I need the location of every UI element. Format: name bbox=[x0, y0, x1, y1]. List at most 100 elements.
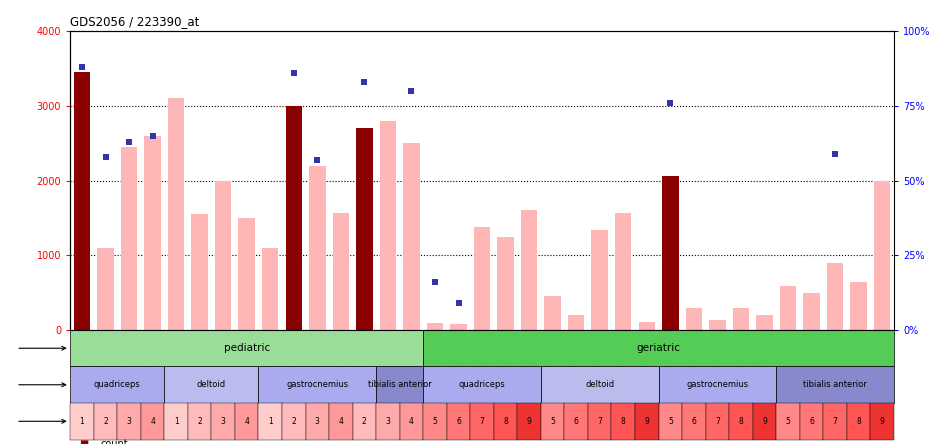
Text: 1: 1 bbox=[268, 417, 272, 426]
Bar bbox=[874, 181, 890, 330]
Bar bbox=[638, 322, 655, 330]
Text: 7: 7 bbox=[715, 417, 720, 426]
Text: 3: 3 bbox=[314, 417, 320, 426]
Text: 2: 2 bbox=[291, 417, 296, 426]
Bar bbox=[541, 403, 564, 440]
Bar bbox=[615, 214, 632, 330]
Text: 4: 4 bbox=[409, 417, 414, 426]
Bar bbox=[776, 366, 894, 403]
Text: 8: 8 bbox=[504, 417, 508, 426]
Text: 7: 7 bbox=[597, 417, 602, 426]
Bar bbox=[706, 403, 729, 440]
Bar bbox=[376, 403, 400, 440]
Text: 4: 4 bbox=[339, 417, 344, 426]
Text: 8: 8 bbox=[621, 417, 625, 426]
Bar bbox=[117, 403, 140, 440]
Point bbox=[428, 278, 443, 285]
Text: 5: 5 bbox=[432, 417, 437, 426]
Bar bbox=[682, 403, 706, 440]
Text: gastrocnemius: gastrocnemius bbox=[286, 380, 348, 389]
Bar bbox=[282, 403, 305, 440]
Bar bbox=[709, 320, 725, 330]
Bar bbox=[285, 106, 302, 330]
Bar bbox=[188, 403, 212, 440]
Bar bbox=[74, 72, 90, 330]
Bar bbox=[685, 308, 702, 330]
Bar bbox=[592, 230, 608, 330]
Bar bbox=[329, 403, 353, 440]
Text: deltoid: deltoid bbox=[197, 380, 226, 389]
Bar bbox=[803, 293, 820, 330]
Bar bbox=[850, 282, 867, 330]
Bar bbox=[423, 330, 894, 366]
Point bbox=[663, 99, 678, 107]
Bar bbox=[541, 366, 659, 403]
Bar bbox=[733, 308, 749, 330]
Point bbox=[357, 78, 372, 85]
Bar bbox=[305, 403, 329, 440]
Point bbox=[122, 138, 137, 145]
Text: ■: ■ bbox=[80, 439, 89, 444]
Point bbox=[310, 156, 325, 163]
Bar bbox=[446, 403, 470, 440]
Text: 5: 5 bbox=[550, 417, 555, 426]
Text: 7: 7 bbox=[833, 417, 838, 426]
Point bbox=[145, 132, 160, 139]
Bar bbox=[403, 143, 419, 330]
Text: 2: 2 bbox=[362, 417, 367, 426]
Bar bbox=[780, 286, 797, 330]
Bar bbox=[239, 218, 255, 330]
Bar bbox=[497, 237, 514, 330]
Bar bbox=[191, 214, 208, 330]
Point bbox=[98, 153, 113, 160]
Bar bbox=[258, 403, 282, 440]
Bar bbox=[824, 403, 847, 440]
Bar bbox=[474, 227, 490, 330]
Bar bbox=[450, 324, 467, 330]
Text: tibialis anterior: tibialis anterior bbox=[803, 380, 867, 389]
Bar bbox=[262, 248, 279, 330]
Text: 9: 9 bbox=[644, 417, 650, 426]
Bar bbox=[70, 330, 423, 366]
Bar bbox=[659, 366, 776, 403]
Bar bbox=[518, 403, 541, 440]
Bar bbox=[356, 128, 373, 330]
Text: 2: 2 bbox=[197, 417, 202, 426]
Point bbox=[451, 300, 466, 307]
Bar bbox=[376, 366, 423, 403]
Bar bbox=[588, 403, 611, 440]
Bar bbox=[97, 248, 114, 330]
Point bbox=[428, 278, 443, 285]
Text: gastrocnemius: gastrocnemius bbox=[686, 380, 749, 389]
Text: 6: 6 bbox=[456, 417, 461, 426]
Bar bbox=[309, 166, 326, 330]
Text: 3: 3 bbox=[126, 417, 131, 426]
Text: 4: 4 bbox=[244, 417, 249, 426]
Point bbox=[451, 300, 466, 307]
Bar bbox=[70, 403, 94, 440]
Bar bbox=[494, 403, 518, 440]
Text: deltoid: deltoid bbox=[585, 380, 614, 389]
Text: 5: 5 bbox=[785, 417, 790, 426]
Bar bbox=[94, 403, 117, 440]
Bar bbox=[332, 213, 349, 330]
Text: 1: 1 bbox=[80, 417, 84, 426]
Bar bbox=[144, 136, 161, 330]
Text: 4: 4 bbox=[150, 417, 155, 426]
Text: 8: 8 bbox=[739, 417, 743, 426]
Bar bbox=[121, 147, 138, 330]
Text: 6: 6 bbox=[574, 417, 578, 426]
Bar bbox=[635, 403, 659, 440]
Point bbox=[122, 138, 137, 145]
Text: geriatric: geriatric bbox=[636, 343, 680, 353]
Text: quadriceps: quadriceps bbox=[94, 380, 140, 389]
Text: 3: 3 bbox=[386, 417, 390, 426]
Bar bbox=[235, 403, 258, 440]
Bar bbox=[847, 403, 870, 440]
Bar bbox=[826, 263, 843, 330]
Bar bbox=[756, 315, 773, 330]
Bar bbox=[870, 403, 894, 440]
Point bbox=[404, 87, 419, 95]
Text: GDS2056 / 223390_at: GDS2056 / 223390_at bbox=[70, 16, 199, 28]
Point bbox=[827, 150, 842, 157]
